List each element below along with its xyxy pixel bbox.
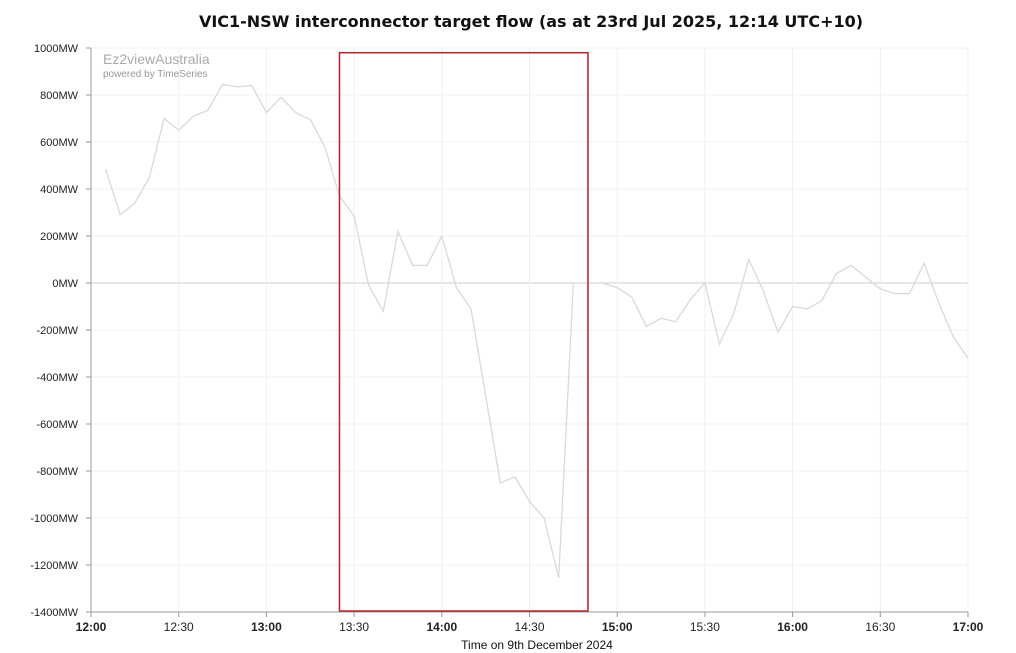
grid bbox=[90, 47, 969, 613]
y-tick-label: 400MW bbox=[40, 184, 79, 196]
x-tick-label: 14:30 bbox=[514, 620, 544, 634]
x-axis-ticks: 12:00 12:30 13:00 13:30 14:00 14:30 15:00 15:30… bbox=[76, 620, 984, 634]
y-axis-ticks: 1000MW 800MW 600MW 400MW 200MW 0MW -200MW -400M… bbox=[30, 43, 78, 619]
x-tick-label: 17:00 bbox=[953, 620, 984, 634]
x-tick-label: 13:00 bbox=[251, 620, 282, 634]
series bbox=[104, 83, 969, 579]
y-tick-label: 600MW bbox=[40, 137, 79, 149]
y-tick-label: -600MW bbox=[36, 419, 78, 431]
x-tick-label: 12:00 bbox=[76, 620, 107, 634]
x-tick-label: 12:30 bbox=[164, 620, 194, 634]
y-tick-label: -200MW bbox=[36, 325, 78, 337]
x-tick-label: 16:30 bbox=[865, 620, 895, 634]
watermark-brand: Ez2viewAustralia bbox=[103, 51, 210, 67]
y-tick-label: -400MW bbox=[36, 372, 78, 384]
y-tick-label: -1000MW bbox=[30, 513, 78, 525]
y-tick-label: 800MW bbox=[40, 90, 79, 102]
x-axis-label: Time on 9th December 2024 bbox=[461, 638, 613, 652]
y-tick-label: 1000MW bbox=[34, 43, 79, 55]
watermark-tagline: powered by TimeSeries bbox=[103, 69, 208, 80]
x-tick-label: 13:30 bbox=[339, 620, 369, 634]
chart-title: VIC1-NSW interconnector target flow (as … bbox=[198, 12, 864, 31]
highlight-box-layer bbox=[338, 51, 589, 612]
x-tick-label: 16:00 bbox=[777, 620, 808, 634]
y-tick-label: 0MW bbox=[52, 278, 78, 290]
y-tick-label: -1200MW bbox=[30, 560, 78, 572]
y-tick-label: 200MW bbox=[40, 231, 79, 243]
x-tick-label: 14:00 bbox=[426, 620, 457, 634]
y-tick-label: -800MW bbox=[36, 466, 78, 478]
x-tick-label: 15:00 bbox=[602, 620, 633, 634]
highlight-box bbox=[338, 51, 589, 612]
axes bbox=[86, 47, 969, 617]
series-line bbox=[104, 83, 969, 579]
x-tick-label: 15:30 bbox=[690, 620, 720, 634]
y-tick-label: -1400MW bbox=[30, 607, 78, 619]
